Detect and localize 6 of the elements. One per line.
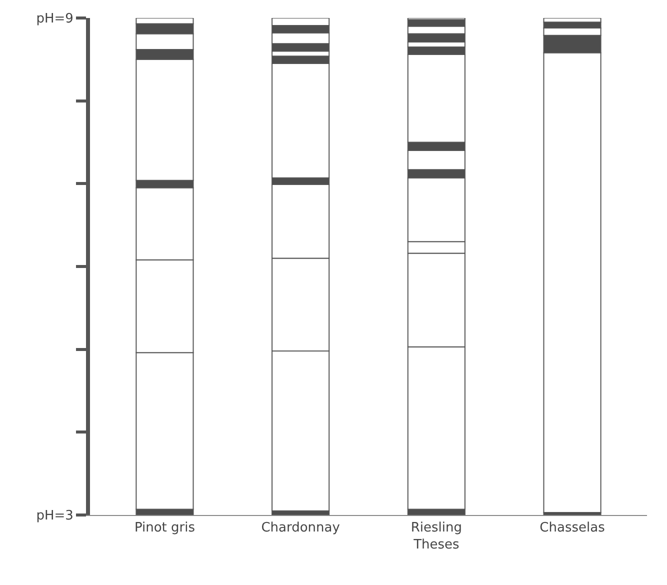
x-tick-label: Chasselas — [540, 520, 606, 536]
y-tick-label: pH=3 — [36, 508, 74, 524]
x-tick-label: Riesling Theses — [410, 520, 462, 552]
x-tick-label: Pinot gris — [134, 520, 196, 536]
x-tick-label: Chardonnay — [261, 520, 340, 536]
y-tick-label: pH=9 — [36, 12, 74, 27]
